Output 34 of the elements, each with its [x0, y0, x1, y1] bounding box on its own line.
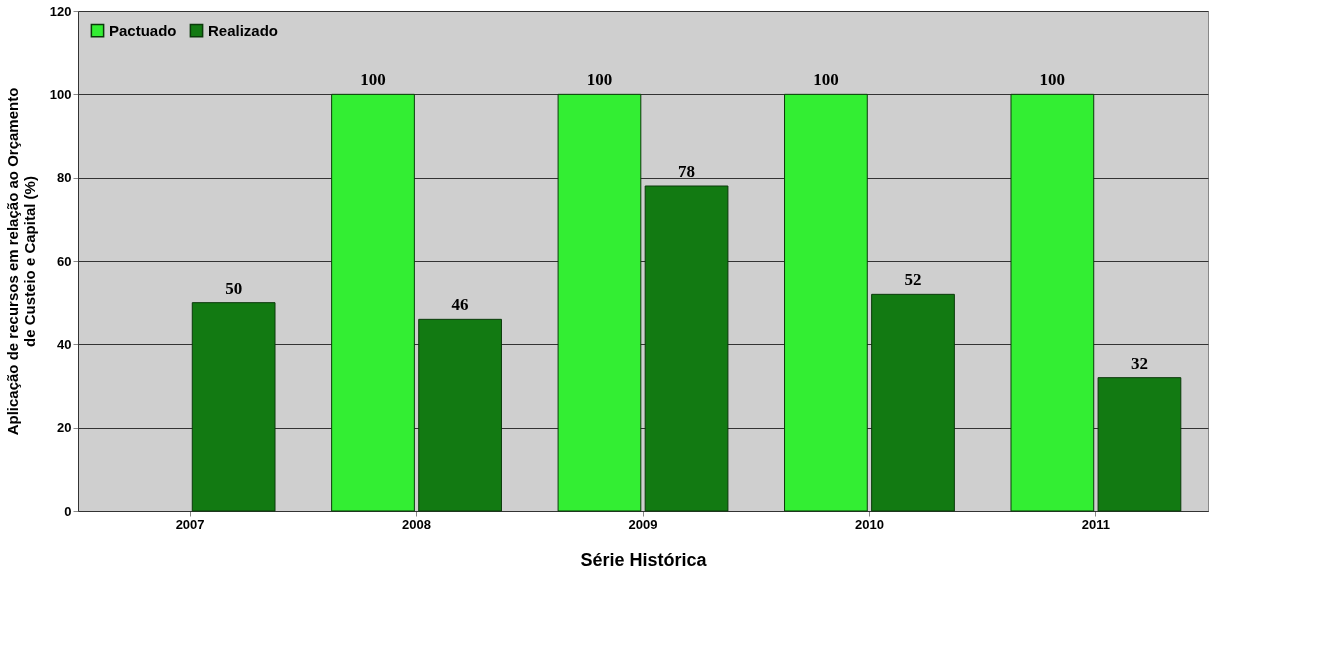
y-tick-label: 100: [49, 86, 72, 102]
data-label: 100: [586, 70, 613, 90]
data-label: 100: [360, 70, 386, 90]
y-axis-title: Aplicação de recursos em relação ao Orçamento de Custeio e Capital (%): [3, 87, 38, 436]
data-label: 46: [451, 295, 469, 315]
y-tick-label: 60: [57, 253, 72, 269]
data-label: 78: [678, 162, 696, 181]
bar: [191, 302, 276, 512]
data-label: 100: [813, 70, 839, 90]
x-tick-label: 2010: [854, 516, 884, 532]
data-label: 32: [1130, 353, 1148, 373]
legend-label: Pactuado: [109, 21, 177, 39]
x-tick-label: 2011: [1081, 516, 1111, 532]
bar: [871, 293, 955, 512]
y-tick-label: 20: [57, 420, 72, 436]
x-tick-label: 2008: [402, 516, 432, 532]
y-tick-label: 0: [64, 503, 72, 519]
data-label: 100: [1039, 70, 1066, 90]
y-tick-label: 120: [49, 3, 72, 19]
data-label: 52: [904, 270, 922, 290]
legend-label: Realizado: [208, 21, 279, 39]
data-label: 50: [225, 278, 243, 298]
bar: [557, 93, 642, 512]
x-tick-label: 2009: [628, 516, 658, 532]
bar: [418, 318, 502, 512]
bar: [1097, 377, 1182, 512]
bar: [644, 185, 729, 512]
bar: [331, 93, 415, 512]
bar: [784, 93, 868, 512]
bar: [1010, 93, 1095, 512]
y-tick-label: 80: [57, 170, 72, 186]
x-axis-title: Série Histórica: [580, 549, 708, 570]
y-tick-label: 40: [57, 336, 72, 352]
x-tick-label: 2007: [175, 516, 205, 532]
